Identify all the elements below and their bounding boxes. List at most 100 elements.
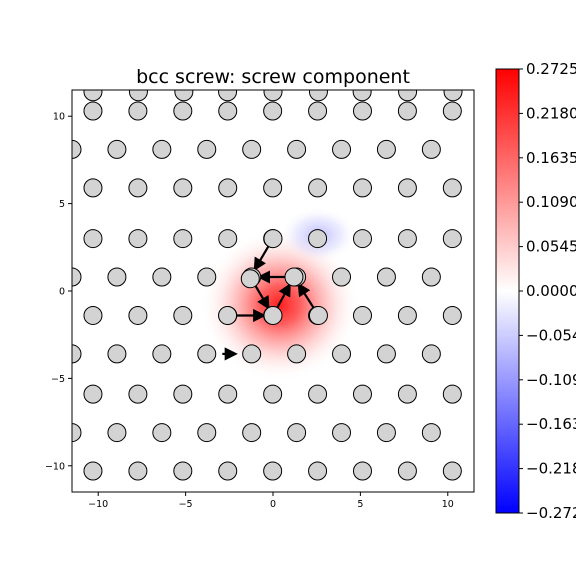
atom-marker [442,305,462,325]
colorbar-tick-label: −0.2725 [526,504,576,522]
atom-marker [332,423,352,443]
atom-marker [128,384,148,404]
x-tick-label: 0 [270,499,276,510]
atom-marker [174,90,194,102]
y-tick-label: −5 [51,374,65,385]
atom-marker [376,139,396,159]
atom-marker [197,267,217,287]
x-tick-label: −10 [88,499,108,510]
atom-marker [397,305,417,325]
atom-marker [287,423,307,443]
atom-marker [442,384,462,404]
colorbar-tick-label: 0.2180 [526,104,576,122]
atom-marker [173,178,193,198]
core-atom-marker [263,229,283,249]
atom-marker [152,344,172,364]
atom-marker [263,101,283,121]
atom-marker [197,344,217,364]
core-atom-marker [218,305,238,325]
y-tick-label: 0 [59,287,65,298]
atom-marker [352,178,372,198]
colorbar-tick-label: −0.2180 [526,460,576,478]
plot-area [71,89,475,493]
y-tick-label: 10 [53,112,65,123]
colorbar-ticks: 0.2725 0.2180 0.1635 0.1090 0.0545 0.0000 −0.0… [519,60,576,522]
colorbar-tick-label: −0.0545 [526,326,576,344]
atom-marker [197,423,217,443]
atom-marker [128,178,148,198]
y-axis: −10 −5 0 5 10 [45,112,72,472]
atom-marker [308,101,328,121]
atom-marker [218,461,238,481]
atom-marker [83,384,103,404]
atom-marker [376,344,396,364]
atom-marker [397,384,417,404]
colorbar-tick-label: 0.2725 [526,60,576,78]
atom-marker [442,229,462,249]
atom-marker [352,305,372,325]
colorbar-tick-label: 0.0000 [526,282,576,300]
atom-marker [376,423,396,443]
core-atom-marker [308,305,328,325]
x-tick-label: −5 [179,499,193,510]
atom-marker [218,101,238,121]
atom-marker [332,267,352,287]
atom-marker [352,384,372,404]
atom-marker [352,90,372,102]
atom-marker [173,101,193,121]
atom-marker [128,305,148,325]
atom-marker [128,229,148,249]
atom-marker [421,344,441,364]
atom-marker [308,461,328,481]
x-tick-label: 10 [442,499,454,510]
atom-marker [397,178,417,198]
x-axis: −10 −5 0 5 10 [88,492,454,510]
atom-marker [397,101,417,121]
atom-marker [152,267,172,287]
atom-marker [263,90,283,102]
atom-marker [263,178,283,198]
atom-marker [152,139,172,159]
colorbar-tick-label: −0.1635 [526,415,576,433]
atom-marker [263,461,283,481]
atom-marker [332,139,352,159]
atom-marker [83,229,103,249]
y-tick-label: 5 [59,199,65,210]
atom-marker [397,461,417,481]
atom-marker [83,461,103,481]
atom-marker [442,178,462,198]
colorbar: 0.2725 0.2180 0.1635 0.1090 0.0545 0.0000 −0.0… [495,60,576,522]
atom-marker [83,305,103,325]
atom-marker [107,267,127,287]
atom-marker [421,139,441,159]
atom-marker [308,229,328,249]
atom-marker [173,384,193,404]
atom-marker [352,461,372,481]
colorbar-tick-label: −0.1090 [526,371,576,389]
chart-title: bcc screw: screw component [136,66,410,88]
atom-marker [218,90,238,102]
colorbar-tick-label: 0.1635 [526,149,576,167]
atom-marker [442,461,462,481]
atom-marker [352,101,372,121]
atom-marker [332,344,352,364]
core-atom-marker [284,267,304,287]
atom-marker [308,384,328,404]
colorbar-tick-label: 0.0545 [526,238,576,256]
atom-marker [83,101,103,121]
atom-marker [107,344,127,364]
atom-marker [128,101,148,121]
atom-marker [128,90,148,102]
atom-marker [128,461,148,481]
atom-marker [352,229,372,249]
atom-marker [197,139,217,159]
atom-marker [152,423,172,443]
core-atom-marker [263,305,283,325]
atom-marker [287,139,307,159]
displacement-field [199,207,361,382]
atom-marker [263,384,283,404]
atom-marker [308,178,328,198]
atom-marker [72,423,82,443]
atom-marker [242,344,262,364]
